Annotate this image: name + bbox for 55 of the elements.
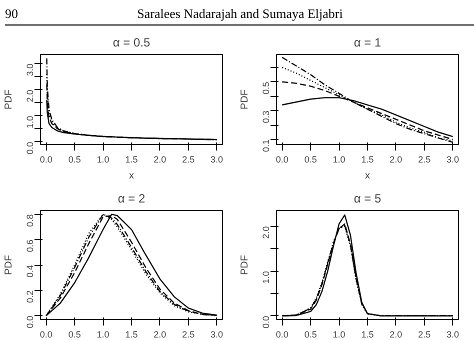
- x-tick-label: 1.0: [96, 154, 110, 164]
- x-tick-label: 0.0: [40, 154, 52, 164]
- x-tick-label: 2.0: [154, 154, 166, 164]
- chart-title: α = 2: [118, 192, 146, 206]
- text: Saralees Nadarajah and Sumaya Eljabri: [136, 5, 344, 23]
- chart-title: α = 5: [354, 192, 382, 206]
- y-tick-label: 0.8: [25, 214, 35, 227]
- x-axis-title: x: [129, 170, 134, 182]
- x-tick-label: 2.5: [182, 330, 195, 340]
- x-tick-label: 1.5: [125, 154, 138, 164]
- x-axis-title: x: [365, 170, 370, 182]
- y-tick-label: 0.5: [261, 82, 271, 94]
- x-tick-label: 1.5: [125, 330, 138, 340]
- x-tick-label: 1.5: [361, 154, 374, 164]
- x-tick-label: 2.0: [154, 330, 166, 340]
- x-tick-label: 0.5: [304, 330, 317, 340]
- y-axis-title: PDF: [240, 255, 250, 275]
- x-tick-label: 3.0: [446, 154, 460, 164]
- y-tick-label: 0.4: [25, 264, 35, 278]
- x-tick-label: 1.0: [96, 330, 110, 340]
- y-tick-label: 0.3: [261, 110, 271, 124]
- y-tick-label: 1.0: [261, 271, 271, 284]
- x-tick-label: 2.5: [182, 154, 195, 164]
- x-tick-label: 3.0: [210, 330, 224, 340]
- y-tick-label: 0.0: [25, 142, 35, 154]
- y-tick-label: 0.0: [261, 316, 271, 328]
- y-tick-label: 0.2: [25, 290, 35, 303]
- y-tick-label: 0.6: [25, 240, 35, 252]
- x-tick-label: 1.0: [332, 330, 346, 340]
- y-axis-title: PDF: [4, 255, 14, 275]
- x-tick-label: 0.0: [40, 330, 52, 340]
- y-tick-label: 0.1: [261, 139, 271, 152]
- x-tick-label: 2.0: [390, 330, 402, 340]
- y-axis-title: PDF: [4, 90, 14, 110]
- text: 90: [5, 5, 19, 23]
- x-tick-label: 1.0: [332, 154, 346, 164]
- y-tick-label: 3.0: [25, 64, 35, 76]
- x-tick-label: 2.5: [418, 154, 431, 164]
- x-tick-label: 0.5: [304, 154, 317, 164]
- x-tick-label: 2.5: [418, 330, 431, 340]
- x-tick-label: 0.0: [276, 330, 288, 340]
- chart-title: α = 1: [354, 36, 382, 50]
- x-tick-label: 1.5: [361, 330, 374, 340]
- y-tick-label: 2.0: [25, 90, 35, 102]
- y-axis-title: PDF: [240, 90, 250, 110]
- x-tick-label: 0.5: [68, 330, 81, 340]
- x-tick-label: 0.0: [276, 154, 288, 164]
- x-tick-label: 2.0: [390, 154, 402, 164]
- x-tick-label: 0.5: [68, 154, 81, 164]
- y-tick-label: 0.0: [25, 316, 35, 328]
- y-tick-label: 1.0: [25, 116, 35, 128]
- x-tick-label: 3.0: [210, 154, 224, 164]
- x-tick-label: 3.0: [446, 330, 460, 340]
- y-tick-label: 2.0: [261, 226, 271, 239]
- chart-title: α = 0.5: [112, 36, 150, 50]
